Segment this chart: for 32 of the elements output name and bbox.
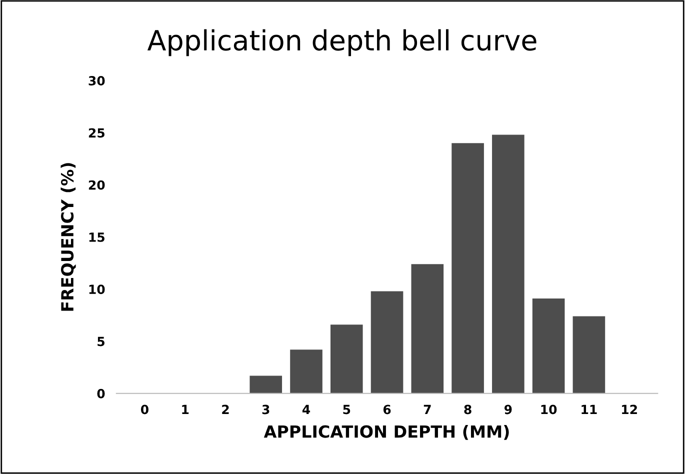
bar	[532, 298, 565, 394]
x-axis-title: APPLICATION DEPTH (MM)	[264, 424, 509, 440]
y-tick-label: 30	[88, 76, 105, 86]
bar	[492, 134, 524, 394]
x-tick-label: 0	[140, 404, 148, 414]
y-tick-label: 5	[98, 336, 104, 346]
x-tick-label: 5	[343, 404, 350, 414]
bar	[411, 264, 444, 394]
x-tick-label: 2	[222, 404, 229, 414]
x-tick-label: 11	[582, 404, 597, 414]
bar	[330, 324, 363, 394]
x-tick-label: 8	[464, 404, 472, 414]
y-axis-title: FREQUENCY (%)	[60, 163, 76, 311]
y-tick-label: 0	[97, 388, 105, 398]
x-tick-label: 4	[302, 404, 310, 414]
x-tick-label: 1	[182, 404, 189, 414]
bar	[370, 291, 404, 394]
x-tick-label: 9	[504, 404, 512, 414]
y-tick-label: 25	[88, 128, 104, 138]
x-tick-label: 12	[622, 404, 637, 414]
bar	[452, 143, 484, 394]
y-tick-label: 15	[89, 232, 104, 242]
y-tick-label: 10	[89, 284, 105, 294]
x-tick-label: 10	[541, 404, 557, 414]
x-tick-label: 7	[424, 404, 431, 414]
x-tick-label: 6	[383, 404, 391, 414]
bar	[290, 350, 322, 394]
y-tick-label: 20	[88, 180, 105, 190]
chart-title: Application depth bell curve	[147, 29, 536, 56]
bar	[572, 316, 606, 394]
bar	[250, 376, 282, 394]
x-tick-label: 3	[262, 404, 270, 414]
